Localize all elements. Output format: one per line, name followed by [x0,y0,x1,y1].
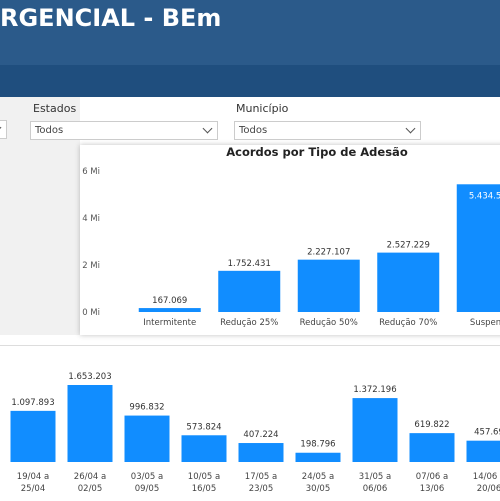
x-tick-label: 10/05 a 16/05 [182,471,226,495]
value-label: 1.752.431 [228,259,271,269]
bar [125,416,170,462]
bar [467,441,500,462]
y-tick-label: 4 Mi [82,214,100,224]
value-label: 407.224 [243,430,278,440]
bar [377,253,439,312]
bar [139,308,201,312]
value-label: 1.372.196 [353,385,396,395]
value-label: 457.69 [474,428,500,438]
bar [11,411,56,462]
value-label: 2.527.229 [387,241,430,251]
bar [353,398,398,462]
x-tick-label: Redução 25% [220,318,278,328]
x-tick-label: Intermitente [143,318,196,328]
value-label: 167.069 [152,296,187,306]
bar [410,433,455,462]
value-label: 573.824 [186,422,221,432]
bar [457,184,500,312]
bar [296,453,341,462]
value-label: 5.434.55 [469,191,500,201]
x-tick-label: 26/04 a 02/05 [68,471,112,495]
bar [68,385,113,462]
bar [239,443,284,462]
x-tick-label: 07/06 a 13/06 [410,471,454,495]
x-tick-label: Redução 70% [379,318,437,328]
y-tick-label: 0 Mi [82,308,100,318]
x-tick-label: 17/05 a 23/05 [239,471,283,495]
bar [298,260,360,312]
x-tick-label: 03/05 a 09/05 [125,471,169,495]
bar [218,271,280,312]
x-tick-label: Redução 50% [300,318,358,328]
value-label: 198.796 [300,440,335,450]
y-tick-label: 2 Mi [82,261,100,271]
value-label: 1.653.203 [68,372,111,382]
y-tick-label: 6 Mi [82,167,100,177]
x-tick-label: 24/05 a 30/05 [296,471,340,495]
x-tick-label: 31/05 a 06/06 [353,471,397,495]
bar [182,435,227,462]
x-tick-label: Suspens [470,318,500,328]
value-label: 1.097.893 [11,398,54,408]
value-label: 2.227.107 [307,248,350,258]
value-label: 619.822 [414,420,449,430]
x-tick-label: 19/04 a 25/04 [11,471,55,495]
chart-title: Acordos por Tipo de Adesão [226,145,408,159]
value-label: 996.832 [129,403,164,413]
x-tick-label: 14/06 a 20/06 [467,471,500,495]
